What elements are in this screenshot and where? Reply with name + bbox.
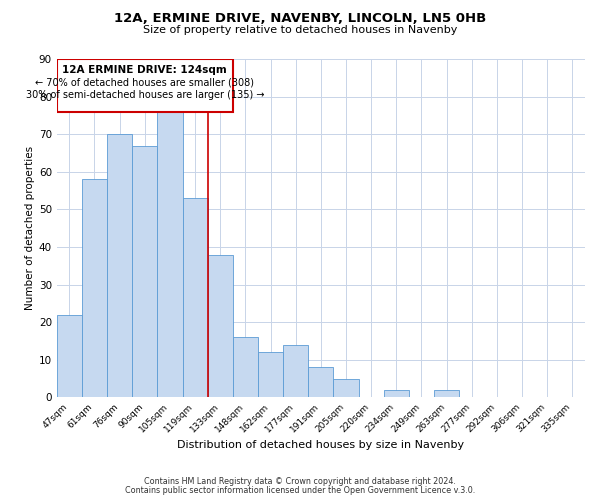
Bar (384, 390, 409, 398)
Bar (334, 378, 359, 398)
Bar (132, 146, 157, 398)
Bar (258, 352, 283, 398)
Bar (57, 315, 82, 398)
Y-axis label: Number of detached properties: Number of detached properties (25, 146, 35, 310)
Text: 30% of semi-detached houses are larger (135) →: 30% of semi-detached houses are larger (… (26, 90, 264, 100)
FancyBboxPatch shape (57, 59, 233, 112)
Bar (157, 112, 182, 398)
Bar (233, 338, 258, 398)
Text: Contains HM Land Registry data © Crown copyright and database right 2024.: Contains HM Land Registry data © Crown c… (144, 477, 456, 486)
Bar (308, 368, 334, 398)
Text: Size of property relative to detached houses in Navenby: Size of property relative to detached ho… (143, 25, 457, 35)
Text: 12A, ERMINE DRIVE, NAVENBY, LINCOLN, LN5 0HB: 12A, ERMINE DRIVE, NAVENBY, LINCOLN, LN5… (114, 12, 486, 26)
Bar (434, 390, 459, 398)
Bar (208, 254, 233, 398)
Bar (82, 180, 107, 398)
Bar (107, 134, 132, 398)
Bar (182, 198, 208, 398)
Bar (283, 345, 308, 398)
Text: Contains public sector information licensed under the Open Government Licence v.: Contains public sector information licen… (125, 486, 475, 495)
Text: ← 70% of detached houses are smaller (308): ← 70% of detached houses are smaller (30… (35, 77, 254, 87)
X-axis label: Distribution of detached houses by size in Navenby: Distribution of detached houses by size … (178, 440, 464, 450)
Text: 12A ERMINE DRIVE: 124sqm: 12A ERMINE DRIVE: 124sqm (62, 64, 227, 74)
